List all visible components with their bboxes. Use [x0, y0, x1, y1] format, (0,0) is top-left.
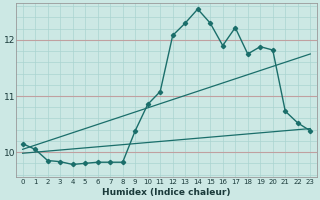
- X-axis label: Humidex (Indice chaleur): Humidex (Indice chaleur): [102, 188, 231, 197]
